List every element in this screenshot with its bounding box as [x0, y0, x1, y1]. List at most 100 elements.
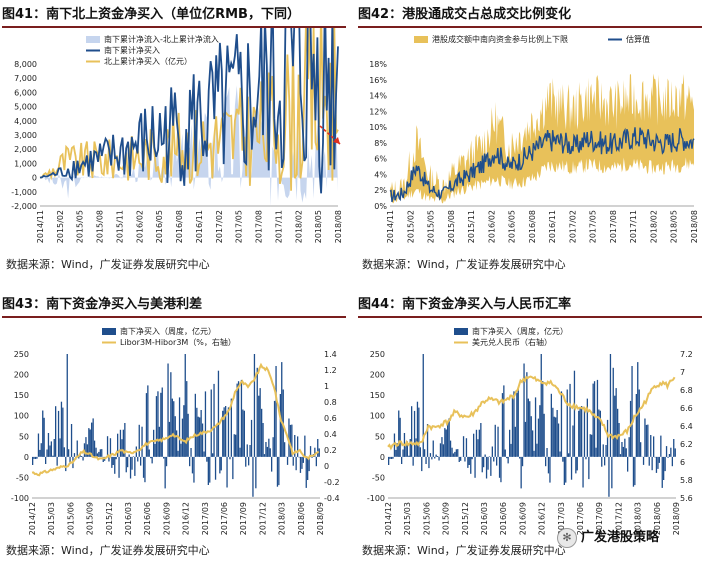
- legend-label: 北上累计净买入（亿元）: [104, 56, 192, 66]
- bar-weekly-net-buy: [591, 434, 593, 457]
- bar-weekly-net-buy: [65, 456, 67, 472]
- y2-tick-label: 1.2: [324, 366, 337, 375]
- bar-weekly-net-buy: [516, 392, 518, 457]
- bar-weekly-net-buy: [509, 429, 511, 457]
- bar-weekly-net-buy: [76, 440, 78, 457]
- bar-weekly-net-buy: [243, 410, 245, 457]
- bar-weekly-net-buy: [301, 456, 303, 469]
- bar-weekly-net-buy: [437, 456, 439, 457]
- bar-weekly-net-buy: [445, 429, 447, 457]
- bar-weekly-net-buy: [388, 456, 390, 465]
- bar-weekly-net-buy: [295, 456, 297, 471]
- y2-tick-label: 6: [680, 458, 685, 467]
- bar-weekly-net-buy: [124, 423, 126, 457]
- bar-weekly-net-buy: [651, 456, 653, 471]
- bar-weekly-net-buy: [43, 417, 45, 457]
- bar-weekly-net-buy: [392, 456, 394, 459]
- bar-weekly-net-buy: [475, 429, 478, 457]
- bar-weekly-net-buy: [227, 407, 230, 457]
- bar-weekly-net-buy: [176, 430, 178, 457]
- bar-weekly-net-buy: [317, 439, 319, 457]
- y-tick-label: 50: [375, 432, 385, 441]
- bar-weekly-net-buy: [262, 423, 264, 457]
- bar-weekly-net-buy: [199, 417, 201, 457]
- bar-weekly-net-buy: [286, 456, 289, 465]
- bar-weekly-net-buy: [318, 448, 320, 457]
- bar-weekly-net-buy: [663, 456, 665, 480]
- bar-weekly-net-buy: [415, 438, 417, 457]
- bar-weekly-net-buy: [629, 400, 632, 457]
- bar-weekly-net-buy: [191, 456, 194, 474]
- bar-weekly-net-buy: [81, 456, 83, 457]
- bar-weekly-net-buy: [180, 443, 182, 457]
- bar-weekly-net-buy: [642, 456, 645, 465]
- bar-weekly-net-buy: [259, 388, 261, 457]
- bar-weekly-net-buy: [406, 441, 408, 457]
- bar-weekly-net-buy: [178, 397, 181, 457]
- bar-weekly-net-buy: [455, 449, 457, 457]
- bar-weekly-net-buy: [493, 456, 495, 462]
- y-tick-label: -100: [11, 494, 29, 503]
- bar-weekly-net-buy: [272, 437, 274, 457]
- bar-weekly-net-buy: [625, 448, 627, 457]
- bar-weekly-net-buy: [112, 456, 114, 465]
- bar-weekly-net-buy: [52, 455, 54, 457]
- y-tick-label: 8%: [374, 139, 387, 148]
- x-tick-label: 2015/02: [56, 210, 65, 243]
- bar-weekly-net-buy: [32, 456, 34, 465]
- x-tick-label: 2014/11: [36, 210, 45, 243]
- bar-weekly-net-buy: [69, 456, 71, 464]
- bar-weekly-net-buy: [566, 389, 568, 457]
- legend-label: Libor3M-Hibor3M（%，右轴）: [120, 337, 236, 347]
- bar-weekly-net-buy: [390, 456, 393, 459]
- bar-weekly-net-buy: [236, 383, 238, 457]
- bar-weekly-net-buy: [137, 456, 139, 462]
- bar-weekly-net-buy: [471, 456, 473, 460]
- bar-weekly-net-buy: [555, 417, 557, 457]
- x-tick-label: 2015/06: [422, 502, 431, 535]
- bar-weekly-net-buy: [588, 456, 590, 480]
- bar-weekly-net-buy: [240, 379, 243, 457]
- x-tick-label: 2015/11: [115, 210, 124, 243]
- bar-weekly-net-buy: [563, 456, 565, 485]
- bar-weekly-net-buy: [101, 449, 103, 457]
- bar-weekly-net-buy: [131, 456, 133, 470]
- series-line-right-axis: [387, 375, 676, 451]
- bar-weekly-net-buy: [494, 424, 496, 457]
- bar-weekly-net-buy: [239, 447, 241, 457]
- bar-weekly-net-buy: [644, 418, 646, 457]
- bar-weekly-net-buy: [611, 456, 613, 489]
- bar-weekly-net-buy: [617, 408, 619, 457]
- bar-weekly-net-buy: [604, 456, 606, 466]
- bar-weekly-net-buy: [95, 447, 97, 457]
- x-tick-label: 2018/02: [294, 210, 303, 243]
- bar-weekly-net-buy: [118, 456, 120, 478]
- y2-tick-label: 0.6: [324, 414, 337, 423]
- bar-weekly-net-buy: [298, 456, 300, 458]
- bar-weekly-net-buy: [503, 385, 505, 457]
- bar-weekly-net-buy: [424, 449, 426, 457]
- bar-weekly-net-buy: [115, 456, 117, 460]
- bar-weekly-net-buy: [157, 391, 159, 457]
- bar-weekly-net-buy: [622, 446, 624, 457]
- y-tick-label: 200: [370, 371, 385, 380]
- bar-weekly-net-buy: [457, 449, 459, 457]
- bar-weekly-net-buy: [674, 448, 676, 457]
- y2-tick-label: 6.8: [680, 386, 693, 395]
- bar-weekly-net-buy: [66, 354, 68, 457]
- bar-weekly-net-buy: [222, 410, 224, 457]
- bar-weekly-net-buy: [401, 456, 403, 464]
- y-tick-label: 0%: [374, 202, 387, 211]
- bar-weekly-net-buy: [56, 456, 58, 466]
- bar-weekly-net-buy: [250, 419, 253, 457]
- bar-weekly-net-buy: [648, 456, 650, 466]
- bar-weekly-net-buy: [229, 456, 231, 460]
- bar-weekly-net-buy: [673, 439, 675, 457]
- bar-weekly-net-buy: [96, 453, 99, 457]
- bar-weekly-net-buy: [572, 425, 574, 457]
- x-tick-label: 2017/06: [576, 502, 585, 535]
- bar-weekly-net-buy: [268, 438, 270, 457]
- bar-weekly-net-buy: [583, 407, 586, 457]
- bar-weekly-net-buy: [428, 456, 430, 469]
- bar-weekly-net-buy: [671, 456, 673, 467]
